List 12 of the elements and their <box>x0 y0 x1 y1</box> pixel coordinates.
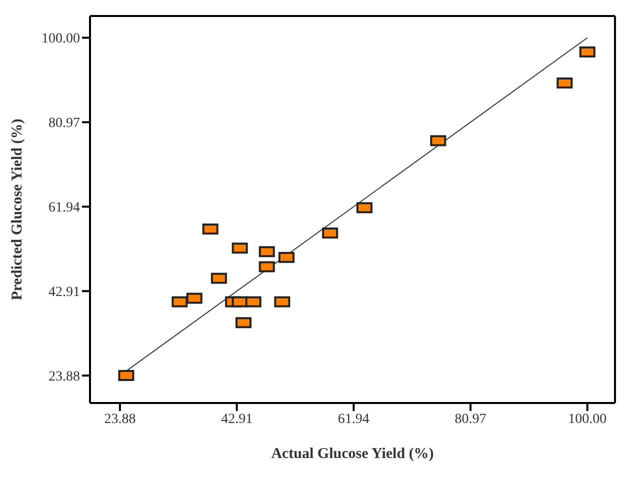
y-tick-label: 42.91 <box>48 285 80 300</box>
y-tick-label: 61.94 <box>48 200 80 216</box>
y-tick-label: 80.97 <box>48 116 80 132</box>
x-tick-label: 80.97 <box>454 412 486 427</box>
y-tick-label: 23.88 <box>48 370 80 385</box>
x-tick-label: 61.94 <box>338 412 370 427</box>
y-axis-title: Predicted Glucose Yield (%) <box>9 118 26 300</box>
x-tick-label: 23.88 <box>104 412 136 427</box>
x-tick-label: 42.91 <box>221 412 253 427</box>
x-tick-label: 100.00 <box>568 412 607 427</box>
y-tick-label: 100.00 <box>42 32 80 47</box>
x-axis-title: Actual Glucose Yield (%) <box>271 446 434 462</box>
